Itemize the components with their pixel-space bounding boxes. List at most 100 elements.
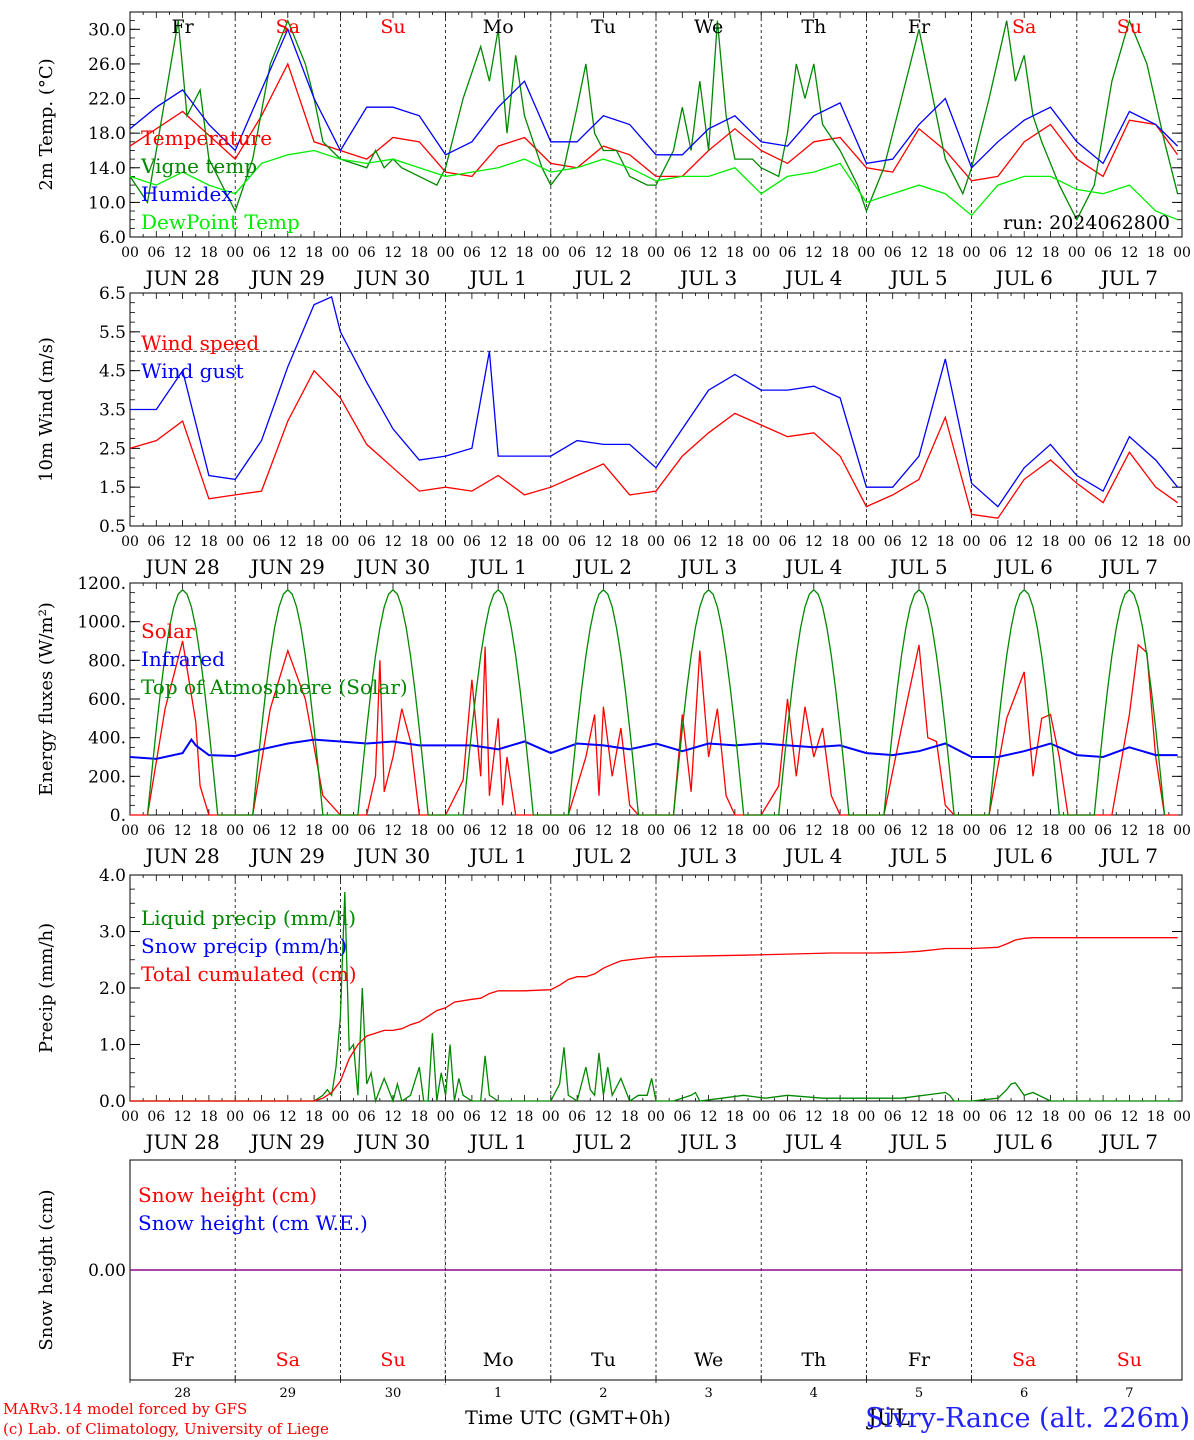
date-label: JUN 30 [354, 266, 430, 290]
hour-label: 12 [1015, 823, 1033, 839]
legend-entry: Temperature [141, 126, 272, 150]
legend-entry: Humidex [141, 182, 233, 206]
date-label: JUL 5 [888, 555, 947, 579]
hour-label: 18 [200, 534, 218, 550]
hour-label: 12 [384, 823, 402, 839]
date-label: JUN 28 [144, 844, 220, 868]
hour-label: 18 [200, 245, 218, 261]
hour-label: 06 [673, 534, 691, 550]
hour-label: 06 [147, 1109, 165, 1125]
hour-label: 12 [384, 534, 402, 550]
hour-label: 00 [963, 1109, 981, 1125]
panel-1: 30.0 26.0 22.0 18.0 14.0 10.0 6.0 2m Temp. (°C)… [36, 11, 1191, 290]
series-line-liquid-precip-mm-h- [130, 891, 1178, 1104]
hour-label: 12 [805, 1109, 823, 1125]
legend-entry: Wind speed [141, 331, 259, 355]
month-label: JUL [866, 1406, 910, 1431]
hour-label: 12 [910, 245, 928, 261]
hour-label: 18 [936, 534, 954, 550]
hour-label: 12 [384, 1109, 402, 1125]
y-tick-label: 4.0 [99, 866, 126, 886]
hour-label: 00 [752, 534, 770, 550]
date-label: JUL 5 [888, 844, 947, 868]
date-label: JUN 28 [144, 266, 220, 290]
hour-label: 12 [489, 1109, 507, 1125]
series-line-total-cumulated-cm- [130, 937, 1178, 1102]
date-label: JUL 4 [783, 1130, 842, 1154]
hour-label: 18 [516, 1109, 534, 1125]
hour-label: 06 [989, 1109, 1007, 1125]
hour-label: 00 [963, 245, 981, 261]
credit-line-1: MARv3.14 model forced by GFS [3, 1400, 247, 1418]
hour-label: 06 [463, 534, 481, 550]
hour-label: 18 [410, 1109, 428, 1125]
credit-line-2: (c) Lab. of Climatology, University of L… [3, 1420, 329, 1438]
x-axis-label: Time UTC (GMT+0h) [465, 1407, 671, 1429]
y-tick-label: 0.0 [99, 1092, 126, 1112]
hour-label: 00 [121, 245, 139, 261]
series-line-temperature [129, 62, 1179, 182]
hour-label: 12 [700, 1109, 718, 1125]
hour-label: 00 [647, 245, 665, 261]
hour-label: 12 [384, 245, 402, 261]
hour-label: 12 [489, 245, 507, 261]
hour-label: 00 [437, 1109, 455, 1125]
hour-label: 06 [989, 823, 1007, 839]
day-of-week-label: Fr [171, 1349, 194, 1371]
date-label: JUL 6 [994, 1130, 1053, 1154]
legend-entry: Top of Atmosphere (Solar) [141, 675, 408, 699]
hour-label: 00 [857, 245, 875, 261]
hour-label: 18 [200, 823, 218, 839]
hour-label: 12 [279, 245, 297, 261]
hour-label: 06 [1094, 1109, 1112, 1125]
y-tick-label: 0.5 [99, 517, 126, 537]
day-of-week-label: Tu [591, 16, 616, 38]
date-label: JUL 1 [468, 1130, 527, 1154]
hour-label: 00 [1068, 1109, 1086, 1125]
hour-label: 06 [358, 245, 376, 261]
date-label: JUL 1 [468, 266, 527, 290]
hour-label: 06 [358, 1109, 376, 1125]
hour-label: 00 [121, 534, 139, 550]
hour-label: 00 [437, 245, 455, 261]
series-line-wind-speed [129, 369, 1178, 519]
hour-label: 00 [331, 1109, 349, 1125]
hour-label: 06 [884, 245, 902, 261]
hour-label: 18 [831, 534, 849, 550]
hour-label: 18 [726, 823, 744, 839]
day-of-week-label: Su [380, 16, 405, 38]
hour-label: 00 [437, 534, 455, 550]
hour-label: 18 [726, 534, 744, 550]
hour-label: 06 [673, 245, 691, 261]
y-axis-label: 2m Temp. (°C) [36, 58, 57, 190]
hour-label: 12 [1120, 245, 1138, 261]
hour-label: 00 [542, 245, 560, 261]
legend-entry: Snow height (cm) [138, 1183, 317, 1207]
day-of-week-label: Sa [1012, 16, 1036, 38]
date-label: JUN 30 [354, 1130, 430, 1154]
hour-label: 18 [516, 534, 534, 550]
hour-label: 06 [253, 1109, 271, 1125]
plot-frame [129, 11, 1183, 238]
hour-label: 06 [463, 823, 481, 839]
hour-label: 00 [1173, 245, 1191, 261]
day-of-week-label: Fr [171, 16, 194, 38]
hour-label: 18 [831, 245, 849, 261]
hour-label: 06 [568, 534, 586, 550]
hour-label: 12 [174, 823, 192, 839]
hour-label: 00 [752, 245, 770, 261]
hour-label: 12 [910, 823, 928, 839]
y-tick-label: 5.5 [99, 323, 126, 343]
y-tick-label: 2.0 [99, 979, 126, 999]
hour-label: 06 [147, 534, 165, 550]
y-tick-label: 6.5 [99, 284, 126, 304]
hour-label: 18 [516, 245, 534, 261]
hour-label: 18 [621, 534, 639, 550]
series-line-wind-gust [130, 295, 1179, 508]
hour-label: 00 [226, 534, 244, 550]
hour-label: 06 [147, 245, 165, 261]
hour-label: 12 [1120, 534, 1138, 550]
series-line-top-of-atmosphere-solar- [146, 588, 1166, 816]
hour-label: 00 [1173, 534, 1191, 550]
hour-label: 00 [1068, 245, 1086, 261]
